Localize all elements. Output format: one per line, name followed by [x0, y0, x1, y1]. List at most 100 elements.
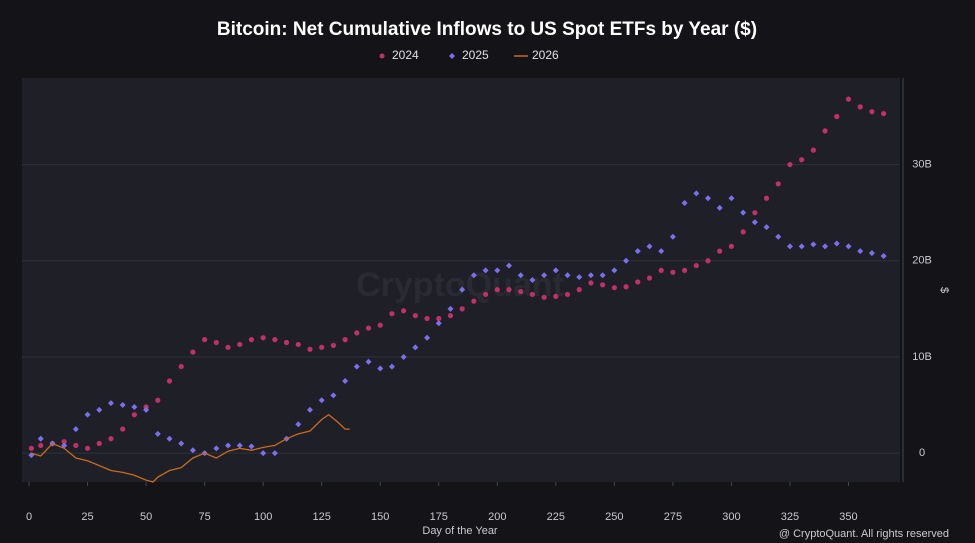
point: [564, 272, 571, 279]
point: [119, 402, 126, 409]
point: [459, 286, 466, 293]
point: [670, 269, 676, 275]
point: [517, 272, 524, 279]
point: [752, 210, 758, 216]
point: [518, 288, 524, 295]
point: [705, 258, 711, 264]
point: [588, 280, 594, 286]
point: [740, 209, 747, 216]
y-tick-label: 0: [919, 447, 925, 459]
point: [131, 412, 137, 418]
point: [435, 320, 442, 327]
x-tick-label: 250: [605, 511, 623, 523]
point: [833, 240, 840, 247]
point: [482, 267, 489, 274]
point: [506, 287, 512, 293]
point: [388, 363, 395, 370]
point: [716, 204, 723, 211]
point: [178, 363, 184, 370]
point: [868, 250, 875, 257]
point: [107, 400, 114, 407]
point: [763, 224, 770, 231]
point: [553, 293, 559, 299]
point: [96, 440, 102, 447]
point: [178, 440, 185, 447]
point: [787, 161, 793, 168]
point: [775, 233, 782, 240]
watermark: CryptoQuant: [356, 266, 564, 304]
x-tick-label: 100: [254, 511, 272, 523]
point: [634, 248, 641, 255]
point: [681, 267, 688, 273]
point: [131, 403, 138, 410]
point: [61, 439, 67, 445]
point: [494, 267, 501, 274]
point: [845, 96, 852, 102]
point: [38, 442, 44, 449]
point: [143, 406, 150, 413]
point: [810, 147, 816, 153]
point: [786, 243, 793, 250]
point: [190, 349, 196, 355]
point: [330, 392, 337, 399]
point: [342, 337, 348, 343]
point: [459, 306, 465, 312]
point: [623, 257, 630, 264]
point: [225, 344, 231, 350]
point: [635, 279, 641, 285]
point: [658, 267, 664, 273]
point: [857, 104, 863, 110]
point: [189, 447, 196, 454]
point: [587, 272, 594, 279]
point: [37, 435, 44, 442]
point: [283, 339, 290, 346]
legend-swatch: [379, 53, 385, 59]
point: [541, 272, 548, 279]
legend-label: 2024: [392, 48, 419, 62]
point: [225, 442, 232, 449]
point: [436, 315, 442, 322]
point: [728, 195, 735, 202]
point: [799, 157, 805, 163]
point: [681, 200, 688, 207]
x-tick-label: 300: [722, 511, 740, 523]
point: [342, 378, 349, 384]
point: [84, 445, 91, 451]
point: [424, 334, 431, 341]
point: [377, 322, 383, 328]
point: [412, 312, 418, 319]
point: [306, 406, 313, 413]
point: [822, 243, 829, 250]
point: [669, 233, 676, 240]
point: [389, 311, 395, 317]
point: [482, 291, 489, 298]
point: [541, 294, 547, 300]
point: [810, 241, 817, 248]
x-tick-label: 150: [371, 511, 389, 523]
legend-label: 2025: [462, 48, 489, 62]
point: [248, 337, 255, 343]
x-tick-label: 25: [81, 511, 93, 523]
point: [857, 248, 864, 255]
x-tick-label: 350: [839, 511, 857, 523]
point: [108, 436, 114, 442]
credit: @ CryptoQuant. All rights reserved: [779, 528, 949, 540]
point: [155, 397, 161, 403]
point: [834, 113, 840, 120]
point: [61, 442, 68, 449]
point: [166, 378, 173, 384]
point: [213, 445, 220, 452]
point: [236, 442, 243, 449]
legend-label: 2026: [532, 48, 559, 62]
legend-swatch: [449, 53, 455, 59]
point: [600, 282, 606, 288]
x-tick-label: 125: [313, 511, 331, 523]
point: [611, 267, 618, 274]
plot-area: [22, 78, 900, 482]
point: [529, 291, 536, 298]
point: [365, 358, 372, 365]
point: [717, 248, 723, 254]
point: [693, 262, 699, 269]
point: [271, 450, 278, 457]
point: [564, 291, 571, 298]
